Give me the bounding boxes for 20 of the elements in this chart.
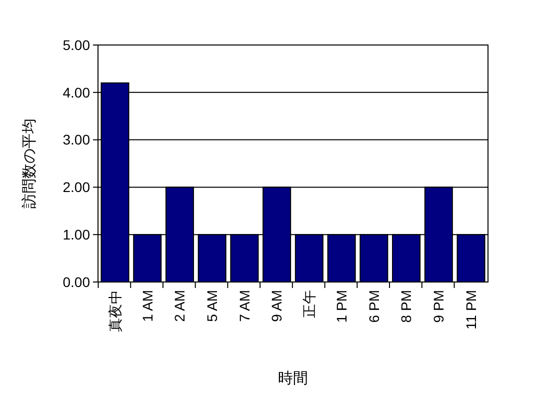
x-tick-label: 11 PM <box>462 290 479 330</box>
x-tick-label: 1 AM <box>139 290 156 322</box>
x-tick-label: 2 AM <box>172 290 188 322</box>
x-tick-label: 8 PM <box>398 290 414 323</box>
x-tick-label: 正午 <box>301 290 318 318</box>
x-axis-title: 時間 <box>278 370 308 387</box>
y-tick-label: 2.00 <box>62 179 90 196</box>
y-tick-label: 5.00 <box>62 36 90 53</box>
y-axis-title: 訪問数の平均 <box>21 118 38 208</box>
y-tick-label: 0.00 <box>62 274 90 290</box>
x-tick-label: 1 PM <box>333 290 350 323</box>
y-tick-label: 1.00 <box>62 226 90 242</box>
y-tick-label: 3.00 <box>62 132 90 148</box>
x-tick-label: 9 AM <box>268 290 285 322</box>
x-tick-label: 真夜中 <box>106 290 123 332</box>
x-tick-label: 5 AM <box>204 290 220 322</box>
x-tick-label: 7 AM <box>236 290 252 322</box>
x-tick-label: 9 PM <box>430 290 447 323</box>
x-tick-label: 6 PM <box>366 290 382 323</box>
y-tick-label: 4.00 <box>62 84 90 100</box>
